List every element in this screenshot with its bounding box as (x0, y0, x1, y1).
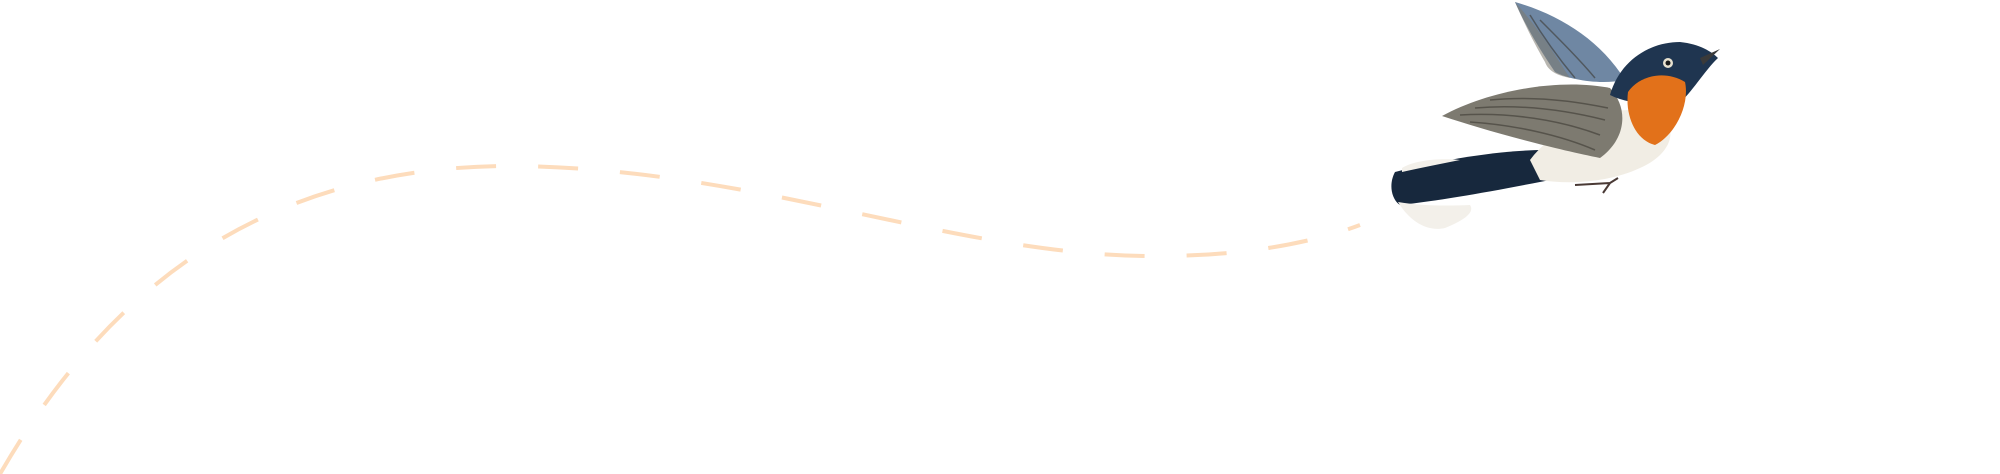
bird-throat (1627, 75, 1686, 145)
bird-tail-tip (1398, 202, 1472, 229)
bird-upper-wing (1515, 2, 1625, 83)
bird-beak (1700, 49, 1720, 65)
bird-tail-tip-upper (1402, 159, 1460, 172)
bird-pupil (1665, 60, 1671, 66)
bird-front-wing (1442, 84, 1623, 158)
dashed-flight-path (0, 163, 1361, 474)
bird-upper-wing-shade (1515, 2, 1570, 78)
bird-wing-feathers (1459, 14, 1609, 151)
bird-foot (1574, 177, 1619, 194)
bird-icon (1391, 2, 1720, 229)
